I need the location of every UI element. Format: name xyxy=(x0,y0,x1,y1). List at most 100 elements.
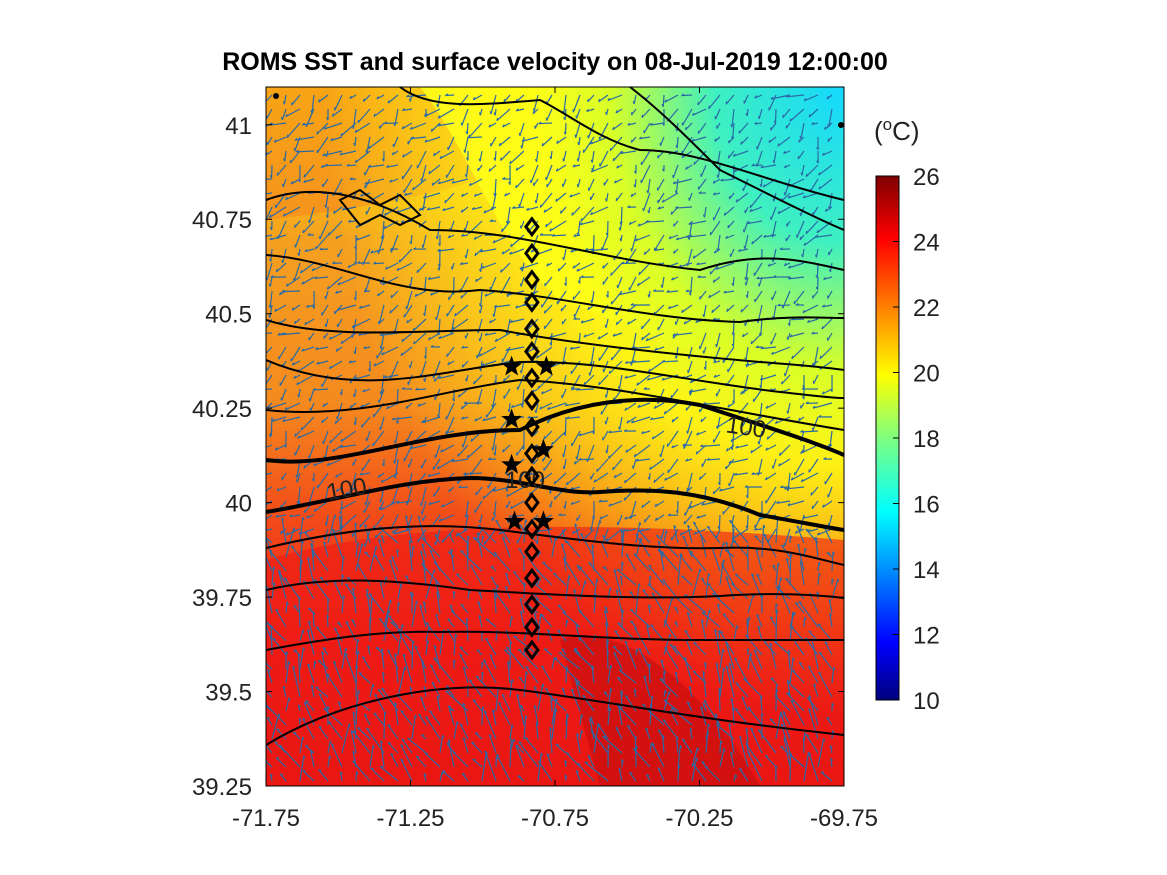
velocity-arrow-head xyxy=(492,488,496,492)
velocity-arrow xyxy=(319,248,329,251)
velocity-arrow xyxy=(563,458,567,470)
velocity-arrow-head xyxy=(725,665,729,669)
velocity-arrow xyxy=(754,535,763,544)
velocity-arrow-head xyxy=(425,716,429,719)
velocity-arrow-head xyxy=(789,334,793,338)
velocity-arrow-head xyxy=(598,499,602,503)
velocity-arrow-head xyxy=(715,662,719,666)
velocity-arrow xyxy=(781,374,791,385)
velocity-arrow xyxy=(433,374,441,382)
velocity-arrow-head xyxy=(454,633,458,637)
velocity-arrow xyxy=(751,164,763,167)
velocity-arrow-head xyxy=(462,702,466,706)
velocity-arrow xyxy=(435,304,441,321)
velocity-arrow-head xyxy=(800,172,803,176)
velocity-arrow-head xyxy=(460,550,464,553)
velocity-arrow-head xyxy=(479,112,481,116)
star-marker xyxy=(535,355,557,376)
velocity-arrow xyxy=(518,741,539,768)
velocity-arrow-head xyxy=(798,661,803,665)
velocity-arrow xyxy=(322,647,329,656)
velocity-arrow-head xyxy=(701,611,706,614)
velocity-arrow-head xyxy=(578,433,582,437)
velocity-arrow xyxy=(505,572,511,586)
velocity-arrow xyxy=(803,94,819,102)
velocity-arrow-head xyxy=(584,580,587,584)
velocity-arrow xyxy=(767,528,777,543)
velocity-arrow xyxy=(266,332,273,334)
velocity-arrow xyxy=(446,416,455,435)
velocity-arrow-head xyxy=(730,438,734,442)
velocity-arrow-head xyxy=(425,622,430,625)
velocity-arrow-head xyxy=(708,294,711,298)
velocity-arrow xyxy=(727,150,735,159)
velocity-arrow-head xyxy=(627,321,630,325)
velocity-arrow-head xyxy=(575,456,578,460)
velocity-arrow-head xyxy=(800,450,803,454)
velocity-arrow-head xyxy=(774,694,778,697)
velocity-arrow-head xyxy=(638,529,642,532)
velocity-arrow xyxy=(818,671,833,698)
velocity-arrow-head xyxy=(681,575,685,578)
velocity-arrow xyxy=(817,738,825,768)
velocity-arrow xyxy=(289,150,301,164)
velocity-arrow xyxy=(764,755,777,768)
velocity-arrow-head xyxy=(362,98,365,102)
velocity-arrow xyxy=(338,515,343,544)
velocity-arrow-head xyxy=(745,742,749,746)
velocity-arrow xyxy=(612,458,623,471)
velocity-arrow-head xyxy=(743,245,746,249)
velocity-arrow-head xyxy=(302,517,305,521)
velocity-arrow xyxy=(729,248,735,258)
velocity-arrow xyxy=(270,625,273,656)
velocity-arrow xyxy=(299,559,302,586)
velocity-arrow xyxy=(462,737,469,754)
velocity-arrow xyxy=(794,458,805,476)
velocity-arrow-head xyxy=(320,164,324,168)
velocity-arrow xyxy=(405,515,413,544)
contour-label-100-east: 100 xyxy=(724,411,767,443)
velocity-arrow xyxy=(434,534,441,544)
velocity-arrow xyxy=(397,624,403,656)
velocity-arrow xyxy=(634,627,651,656)
velocity-arrow xyxy=(421,659,427,684)
velocity-arrow xyxy=(654,248,665,252)
velocity-arrow xyxy=(657,192,665,204)
velocity-arrow-head xyxy=(461,233,465,237)
velocity-arrow-head xyxy=(259,332,262,334)
velocity-arrow-head xyxy=(620,690,624,694)
velocity-arrow xyxy=(466,122,469,135)
velocity-arrow xyxy=(481,360,497,367)
velocity-arrow-head xyxy=(275,608,279,612)
velocity-arrow xyxy=(670,388,679,399)
velocity-arrow-head xyxy=(278,571,282,575)
y-tick-label: 39.25 xyxy=(192,774,252,801)
velocity-arrow xyxy=(761,525,765,558)
velocity-arrow-head xyxy=(723,748,726,752)
velocity-arrow xyxy=(720,178,735,182)
velocity-arrow-head xyxy=(519,704,524,708)
velocity-arrow xyxy=(337,276,357,286)
velocity-arrow xyxy=(439,629,445,656)
velocity-arrow xyxy=(266,234,273,237)
velocity-arrow-head xyxy=(345,620,349,624)
velocity-arrow-head xyxy=(434,561,438,564)
velocity-arrow xyxy=(349,402,357,409)
velocity-arrow xyxy=(763,640,777,656)
velocity-arrow-head xyxy=(401,338,404,342)
velocity-arrow xyxy=(549,727,553,754)
velocity-arrow-head xyxy=(295,474,298,478)
velocity-arrow-head xyxy=(442,734,445,739)
velocity-arrow-head xyxy=(269,227,273,231)
velocity-arrow xyxy=(768,94,777,111)
velocity-arrow-head xyxy=(542,683,545,688)
velocity-arrow-head xyxy=(351,324,355,328)
velocity-arrow xyxy=(358,672,371,684)
velocity-arrow xyxy=(700,444,721,448)
velocity-arrow-head xyxy=(473,193,477,197)
velocity-arrow-head xyxy=(498,142,501,147)
velocity-arrow-head xyxy=(507,661,510,665)
velocity-arrow xyxy=(490,136,497,147)
velocity-arrow-head xyxy=(348,723,351,727)
velocity-arrow-head xyxy=(277,332,281,336)
